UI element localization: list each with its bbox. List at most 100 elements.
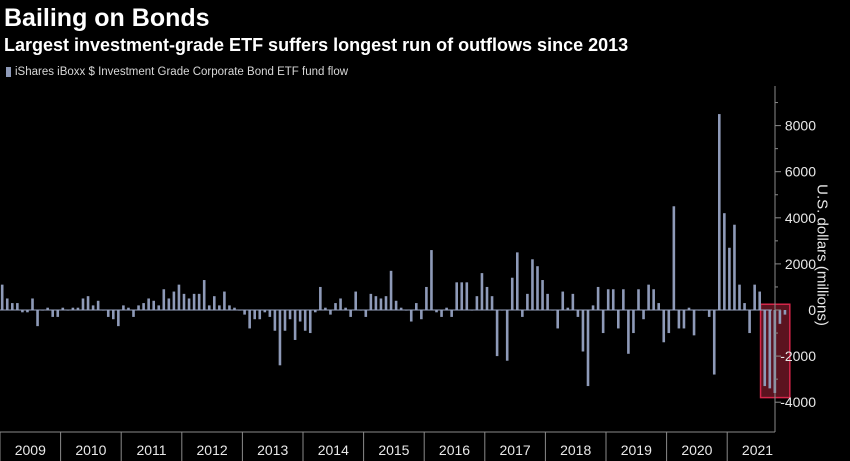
bar bbox=[435, 310, 438, 313]
bar bbox=[167, 298, 171, 310]
bar bbox=[667, 310, 671, 334]
x-tick-label: 2018 bbox=[560, 442, 591, 458]
bar bbox=[132, 310, 135, 317]
bar bbox=[142, 303, 145, 310]
bar bbox=[687, 307, 691, 310]
bar bbox=[399, 307, 403, 310]
bar bbox=[319, 286, 322, 310]
bar bbox=[202, 280, 206, 310]
bar bbox=[253, 310, 256, 320]
bar bbox=[647, 284, 650, 310]
bar bbox=[733, 224, 736, 310]
bar bbox=[228, 305, 231, 310]
bar bbox=[127, 307, 130, 310]
bar bbox=[223, 291, 226, 310]
y-tick-label: -4000 bbox=[780, 394, 816, 410]
bar bbox=[576, 310, 580, 317]
bar bbox=[692, 310, 696, 336]
bar bbox=[248, 310, 251, 329]
bar bbox=[677, 310, 681, 329]
bar bbox=[308, 310, 312, 334]
bar bbox=[106, 310, 110, 317]
bar bbox=[672, 206, 676, 310]
x-tick-label: 2021 bbox=[742, 442, 773, 458]
bar bbox=[480, 273, 484, 310]
bar bbox=[192, 293, 196, 310]
bar bbox=[556, 310, 559, 329]
bar bbox=[617, 310, 620, 329]
bar bbox=[763, 310, 767, 387]
bar bbox=[379, 298, 383, 310]
bar bbox=[642, 310, 645, 320]
y-tick-label: 8000 bbox=[785, 118, 816, 134]
bar bbox=[61, 307, 65, 310]
bar bbox=[627, 310, 630, 354]
bar bbox=[329, 310, 332, 315]
x-tick-label: 2012 bbox=[197, 442, 228, 458]
bar bbox=[207, 305, 211, 310]
bar bbox=[91, 305, 95, 310]
bar bbox=[415, 303, 418, 310]
bar bbox=[16, 303, 19, 310]
bar bbox=[652, 289, 655, 310]
bar bbox=[389, 270, 393, 310]
bar bbox=[596, 286, 600, 310]
bar bbox=[21, 310, 24, 313]
x-tick-label: 2017 bbox=[500, 442, 531, 458]
bar bbox=[455, 282, 458, 310]
bar bbox=[637, 289, 640, 310]
bar bbox=[526, 293, 529, 310]
bar bbox=[657, 303, 660, 310]
bar bbox=[662, 310, 666, 343]
bar bbox=[56, 310, 60, 317]
bar bbox=[783, 310, 787, 315]
x-tick-label: 2014 bbox=[318, 442, 349, 458]
bar bbox=[11, 303, 14, 310]
bar bbox=[475, 296, 479, 310]
x-tick-label: 2013 bbox=[257, 442, 288, 458]
bar bbox=[177, 284, 181, 310]
bar bbox=[283, 310, 287, 331]
bar bbox=[586, 310, 590, 387]
bar bbox=[303, 310, 307, 331]
bar bbox=[440, 310, 443, 317]
bar bbox=[96, 300, 100, 310]
bar bbox=[541, 280, 544, 310]
bar bbox=[233, 307, 236, 310]
bar bbox=[758, 291, 761, 310]
bar bbox=[81, 298, 85, 310]
bar bbox=[31, 298, 34, 310]
legend-swatch bbox=[6, 67, 11, 77]
bar bbox=[682, 310, 686, 329]
bar bbox=[450, 310, 453, 317]
bar bbox=[606, 289, 610, 310]
bar bbox=[157, 305, 161, 310]
bar bbox=[445, 307, 448, 310]
bar bbox=[611, 289, 615, 310]
bar bbox=[632, 310, 635, 334]
bar bbox=[213, 296, 216, 310]
bar bbox=[505, 310, 509, 361]
bar bbox=[369, 293, 373, 310]
bar bbox=[521, 310, 524, 317]
bar bbox=[137, 305, 140, 310]
bar bbox=[768, 310, 772, 389]
bar bbox=[278, 310, 282, 366]
bar bbox=[510, 277, 514, 310]
bar bbox=[162, 289, 166, 310]
bar bbox=[51, 310, 54, 317]
bar bbox=[425, 286, 428, 310]
bar bbox=[288, 310, 292, 320]
bar bbox=[460, 282, 464, 310]
x-tick-label: 2011 bbox=[136, 442, 166, 458]
bar bbox=[743, 303, 746, 310]
bar bbox=[738, 284, 741, 310]
bar bbox=[778, 310, 782, 324]
bar bbox=[218, 305, 221, 310]
bar bbox=[601, 310, 605, 334]
bar bbox=[420, 310, 423, 320]
bar bbox=[728, 247, 731, 310]
x-tick-label: 2020 bbox=[681, 442, 712, 458]
bar bbox=[516, 252, 519, 310]
